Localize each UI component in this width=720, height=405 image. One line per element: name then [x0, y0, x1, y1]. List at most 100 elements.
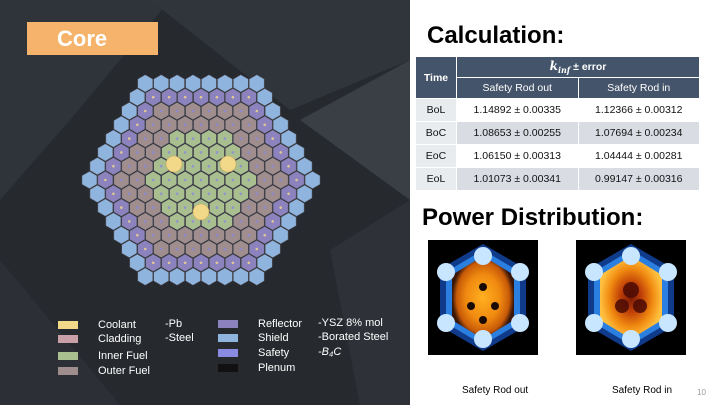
cell-out: 1.14892 ± 0.00335 — [456, 98, 579, 122]
pin-dot — [183, 151, 187, 154]
legend-material: -Pb — [165, 318, 183, 330]
legend-material: -YSZ 8% mol — [318, 317, 383, 329]
pin-dot — [183, 95, 187, 99]
assembly-hex — [280, 212, 297, 231]
assembly-hex — [233, 74, 249, 93]
legend-material: -Borated Steel — [318, 331, 389, 343]
pin-dot — [247, 151, 251, 154]
coolant-channel — [165, 155, 183, 173]
row-time: EoC — [415, 144, 457, 168]
table-row: EoL 1.01073 ± 0.00341 0.99147 ± 0.00316 — [415, 167, 700, 191]
pin-dot — [183, 206, 187, 209]
assembly-hex — [233, 267, 249, 286]
legend-inner-fuel: Inner Fuel — [58, 349, 148, 363]
pin-dot — [239, 164, 243, 168]
legend-label: Coolant — [98, 319, 136, 331]
k-symbol: k — [549, 58, 558, 73]
pin-dot — [167, 95, 171, 99]
pin-dot — [247, 261, 251, 265]
row-time: BoL — [415, 98, 457, 122]
assembly-hex — [129, 88, 145, 107]
assembly-hex — [272, 115, 289, 134]
col-out-header: Safety Rod out — [456, 77, 579, 99]
assembly-hex — [121, 240, 137, 258]
pin-dot — [295, 178, 298, 182]
pin-dot — [223, 220, 227, 223]
pin-dot — [247, 95, 251, 99]
pin-dot — [239, 192, 243, 196]
pin-dot — [151, 261, 155, 265]
coolant-channel — [219, 155, 237, 173]
assembly-hex — [185, 74, 201, 93]
legend-swatch — [218, 334, 238, 342]
pin-dot — [271, 192, 275, 196]
pin-dot — [279, 178, 283, 182]
legend-outer-fuel: Outer Fuel — [58, 364, 150, 378]
assembly-hex — [296, 157, 313, 176]
pin-dot — [159, 109, 163, 113]
pin-dot — [112, 164, 115, 168]
legend-plenum: Plenum — [218, 361, 295, 375]
pin-dot — [263, 123, 267, 127]
pin-dot — [159, 164, 163, 168]
pin-dot — [183, 261, 187, 265]
pin-dot — [215, 206, 219, 209]
pin-dot — [143, 137, 147, 140]
pin-dot — [271, 137, 275, 140]
k-inf-table: Time kinf ± error Safety Rod out Safety … — [415, 56, 700, 191]
pin-dot — [191, 192, 195, 196]
pin-dot — [207, 220, 211, 223]
cell-in: 1.07694 ± 0.00234 — [577, 121, 700, 145]
assembly-hex — [304, 171, 321, 189]
assembly-hex — [201, 267, 217, 286]
assembly-hex — [105, 129, 122, 148]
pin-dot — [207, 192, 211, 196]
assembly-hex — [265, 240, 281, 258]
pin-dot — [151, 95, 155, 99]
pin-dot — [215, 123, 219, 127]
table-row: BoL 1.14892 ± 0.00335 1.12366 ± 0.00312 — [415, 98, 700, 122]
assembly-hex — [97, 143, 114, 162]
pin-dot — [143, 220, 147, 223]
legend-label: Safety — [258, 347, 290, 359]
legend-coolant: Coolant — [58, 318, 136, 332]
legend-reflector: Reflector — [218, 317, 302, 331]
pin-dot — [239, 220, 243, 223]
pin-dot — [247, 123, 251, 127]
pin-dot — [191, 137, 195, 140]
pin-dot — [223, 247, 227, 251]
legend-swatch — [218, 349, 238, 357]
assembly-hex — [217, 267, 233, 286]
pin-dot — [263, 206, 267, 209]
legend-cladding: Cladding — [58, 332, 141, 346]
pin-dot — [151, 206, 155, 209]
legend-safety: Safety — [218, 346, 289, 360]
pin-dot — [199, 233, 203, 237]
core-title: Core — [27, 22, 158, 55]
assembly-hex — [113, 115, 130, 134]
legend-swatch — [218, 364, 238, 372]
pin-dot — [143, 164, 147, 168]
pin-dot — [271, 164, 275, 168]
pin-dot — [136, 233, 139, 237]
pin-dot — [247, 206, 251, 209]
legend-label: Reflector — [258, 318, 303, 330]
row-time: EoL — [415, 167, 457, 191]
legend-swatch — [58, 321, 78, 329]
legend-swatch — [58, 367, 78, 375]
pin-dot — [175, 137, 179, 140]
pin-dot — [287, 192, 290, 196]
pin-dot — [279, 151, 283, 154]
pin-dot — [191, 247, 195, 251]
pin-dot — [175, 247, 179, 251]
power-map-rod-out — [428, 240, 538, 355]
assembly-hex — [153, 267, 169, 286]
k-header-suffix: ± error — [570, 60, 607, 73]
pin-dot — [167, 206, 171, 209]
pin-dot — [287, 164, 290, 168]
assembly-hex — [185, 267, 201, 286]
pin-dot — [207, 164, 211, 168]
assembly-hex — [257, 253, 273, 272]
assembly-hex — [129, 253, 145, 272]
pin-dot — [231, 178, 235, 182]
